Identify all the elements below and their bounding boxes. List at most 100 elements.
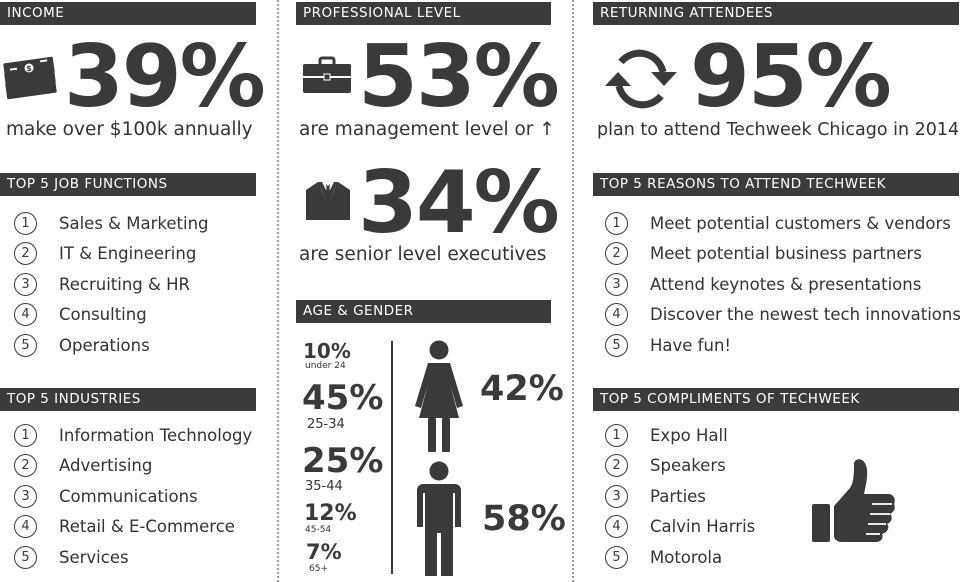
- list-item-label: Consulting: [59, 305, 147, 325]
- list-item-label: Advertising: [59, 456, 153, 476]
- list-item: 5 Motorola: [605, 542, 755, 573]
- compliments-header: TOP 5 COMPLIMENTS OF TECHWEEK: [593, 388, 959, 411]
- list-item: 3 Recruiting & HR: [14, 269, 209, 300]
- column-divider-left: [277, 0, 279, 582]
- list-item-label: Meet potential business partners: [650, 244, 922, 264]
- list-item: 4 Calvin Harris: [605, 512, 755, 543]
- age-label: 25-34: [307, 417, 345, 432]
- list-item: 2 Speakers: [605, 451, 755, 482]
- industries-header: TOP 5 INDUSTRIES: [0, 388, 256, 411]
- returning-caption: plan to attend Techweek Chicago in 2014: [597, 120, 960, 140]
- list-number: 4: [14, 515, 37, 539]
- returning-percent: 95%: [690, 27, 892, 127]
- list-item: 1 Sales & Marketing: [14, 208, 209, 239]
- list-item-label: Meet potential customers & vendors: [650, 213, 951, 233]
- management-percent: 53%: [358, 27, 560, 127]
- list-item: 2 Meet potential business partners: [605, 239, 960, 270]
- senior-percent: 34%: [358, 153, 560, 253]
- list-item-label: Operations: [59, 335, 150, 355]
- list-number: 1: [605, 423, 628, 447]
- list-item-label: Motorola: [650, 547, 723, 567]
- list-item-label: Calvin Harris: [650, 517, 756, 537]
- refresh-arrows-icon: [605, 49, 677, 109]
- male-figure-icon: [417, 461, 461, 576]
- list-item-label: Have fun!: [650, 335, 732, 355]
- list-item-label: Recruiting & HR: [59, 274, 190, 294]
- job-functions-header: TOP 5 JOB FUNCTIONS: [0, 173, 256, 196]
- list-item-label: Expo Hall: [650, 425, 728, 445]
- list-item: 5 Have fun!: [605, 330, 960, 361]
- income-header: INCOME: [0, 2, 256, 25]
- age-percent: 7%: [306, 540, 342, 564]
- list-number: 5: [605, 545, 628, 569]
- list-number: 2: [605, 242, 628, 266]
- list-item: 4 Consulting: [14, 300, 209, 331]
- age-label: 45-54: [305, 525, 332, 535]
- returning-attendees-header: RETURNING ATTENDEES: [593, 2, 959, 25]
- list-item: 5 Services: [14, 542, 252, 573]
- age-label: 35-44: [305, 479, 343, 494]
- income-percent: 39%: [64, 27, 266, 127]
- money-stack-icon: $: [3, 56, 57, 100]
- age-percent: 45%: [302, 378, 384, 418]
- list-item-label: Parties: [650, 486, 706, 506]
- age-percent: 12%: [304, 501, 357, 526]
- management-caption: are management level or ↑: [299, 119, 555, 140]
- list-number: 3: [14, 484, 37, 508]
- column-divider-right: [572, 0, 574, 582]
- list-item: 3 Communications: [14, 481, 252, 512]
- list-item: 5 Operations: [14, 330, 209, 361]
- list-item: 1 Expo Hall: [605, 420, 755, 451]
- age-percent: 10%: [303, 339, 351, 363]
- list-item: 4 Discover the newest tech innovations: [605, 300, 960, 331]
- list-item: 1 Information Technology: [14, 420, 252, 451]
- senior-caption: are senior level executives: [299, 244, 547, 265]
- briefcase-icon: [303, 56, 351, 93]
- list-number: 4: [605, 515, 628, 539]
- list-number: 3: [14, 272, 37, 296]
- list-item-label: Speakers: [650, 456, 726, 476]
- list-item-label: Communications: [59, 486, 198, 506]
- list-item-label: Retail & E-Commerce: [59, 517, 235, 537]
- list-item: 1 Meet potential customers & vendors: [605, 208, 960, 239]
- income-caption: make over $100k annually: [6, 119, 253, 140]
- list-item-label: Information Technology: [59, 425, 253, 445]
- age-label: under 24: [305, 361, 346, 371]
- list-number: 4: [14, 303, 37, 327]
- age-gender-separator: [391, 341, 393, 574]
- list-item: 3 Attend keynotes & presentations: [605, 269, 960, 300]
- list-number: 2: [14, 454, 37, 478]
- list-number: 3: [605, 484, 628, 508]
- list-number: 1: [14, 211, 37, 235]
- list-item: 4 Retail & E-Commerce: [14, 512, 252, 543]
- list-item-label: Services: [59, 547, 129, 567]
- female-percent: 42%: [480, 369, 564, 409]
- list-number: 5: [14, 545, 37, 569]
- list-item-label: Sales & Marketing: [59, 213, 209, 233]
- job-functions-list: 1 Sales & Marketing 2 IT & Engineering 3 Re…: [14, 208, 209, 361]
- list-item: 3 Parties: [605, 481, 755, 512]
- list-number: 5: [605, 333, 628, 357]
- thumbs-up-icon: [812, 459, 895, 542]
- list-number: 2: [605, 454, 628, 478]
- age-percent: 25%: [302, 441, 384, 481]
- reasons-list: 1 Meet potential customers & vendors 2 Mee…: [605, 208, 960, 361]
- list-item-label: Discover the newest tech innovations: [650, 305, 960, 325]
- list-number: 3: [605, 272, 628, 296]
- list-number: 5: [14, 333, 37, 357]
- list-number: 2: [14, 242, 37, 266]
- svg-text:$: $: [26, 64, 32, 73]
- professional-level-header: PROFESSIONAL LEVEL: [296, 2, 551, 25]
- female-figure-icon: [415, 340, 463, 452]
- reasons-header: TOP 5 REASONS TO ATTEND TECHWEEK: [593, 173, 959, 196]
- business-suit-icon: [306, 182, 350, 220]
- age-label: 65+: [309, 564, 328, 574]
- list-number: 4: [605, 303, 628, 327]
- male-percent: 58%: [482, 499, 566, 539]
- list-number: 1: [14, 423, 37, 447]
- list-number: 1: [605, 211, 628, 235]
- list-item-label: Attend keynotes & presentations: [650, 274, 922, 294]
- age-gender-header: AGE & GENDER: [296, 300, 551, 323]
- list-item-label: IT & Engineering: [59, 244, 197, 264]
- industries-list: 1 Information Technology 2 Advertising 3 Co…: [14, 420, 252, 573]
